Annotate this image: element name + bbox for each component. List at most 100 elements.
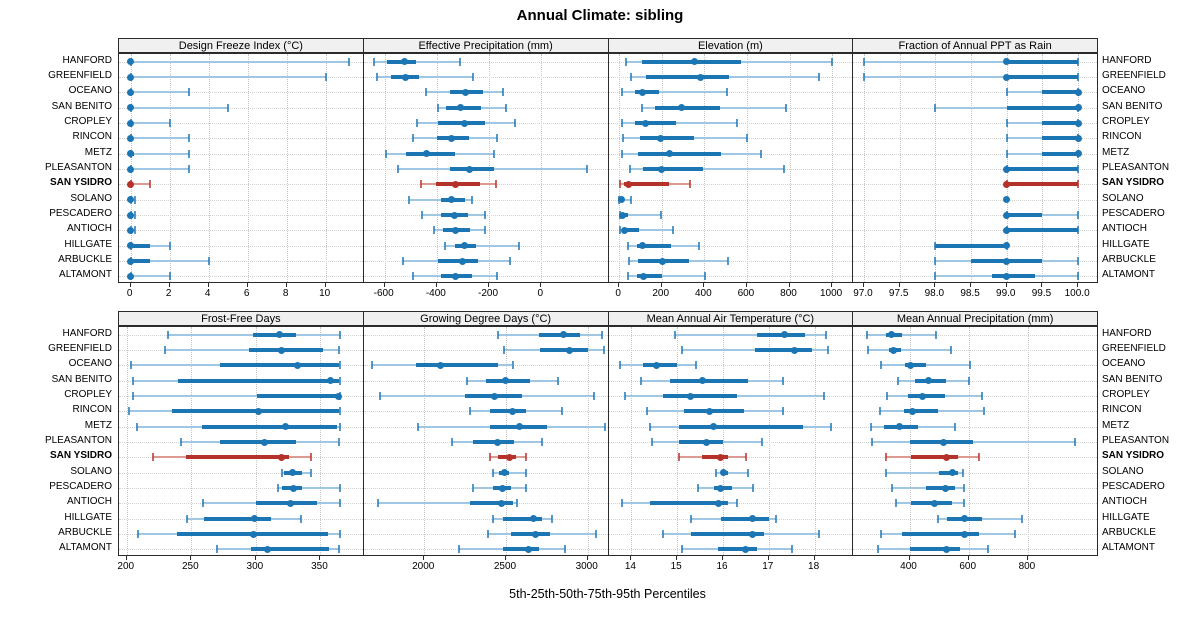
interquartile-bar-GREENFIELD bbox=[1006, 75, 1079, 79]
station-label-left-GREENFIELD: GREENFIELD bbox=[48, 343, 112, 354]
whisker-cap-high-PESCADERO bbox=[1077, 211, 1080, 219]
percentile-whisker-GREENFIELD bbox=[868, 349, 951, 351]
axis-tick bbox=[967, 556, 969, 560]
median-dot-PESCADERO bbox=[289, 484, 297, 492]
horizontal-gridline bbox=[853, 153, 1097, 155]
median-dot-RINCON bbox=[447, 134, 455, 142]
horizontal-gridline bbox=[363, 77, 608, 78]
whisker-cap-low-OCEANO bbox=[880, 361, 883, 370]
whisker-cap-low-CROPLEY bbox=[621, 119, 624, 127]
percentile-whisker-SOLANO bbox=[492, 471, 526, 474]
whisker-cap-low-ANTIOCH bbox=[433, 226, 436, 235]
station-label-right-HANFORD: HANFORD bbox=[1102, 54, 1152, 66]
axis-tick-label: 10 bbox=[319, 288, 331, 299]
interquartile-bar-SAN YSIDRO bbox=[186, 455, 290, 460]
whisker-cap-low-SAN BENITO bbox=[465, 376, 468, 385]
whisker-cap-low-SAN YSIDRO bbox=[488, 453, 491, 462]
whisker-cap-low-HANFORD bbox=[624, 57, 627, 66]
axis-tick bbox=[125, 556, 127, 560]
axis-tick-label: 600 bbox=[959, 561, 977, 572]
whisker-cap-high-PLEASANTON bbox=[540, 438, 543, 446]
median-dot-CROPLEY bbox=[919, 392, 927, 400]
whisker-cap-high-ANTIOCH bbox=[672, 226, 675, 235]
whisker-cap-low-CROPLEY bbox=[379, 392, 382, 400]
whisker-cap-high-HANFORD bbox=[348, 57, 351, 66]
percentile-whisker-SAN BENITO bbox=[130, 106, 229, 109]
interquartile-bar-ALTAMONT bbox=[718, 547, 758, 552]
axis-tick bbox=[1041, 283, 1043, 287]
median-dot-SAN BENITO bbox=[1074, 104, 1082, 112]
horizontal-gridline bbox=[608, 261, 853, 262]
whisker-cap-high-GREENFIELD bbox=[949, 346, 952, 354]
whisker-cap-high-METZ bbox=[338, 422, 341, 431]
whisker-cap-high-ALTAMONT bbox=[168, 272, 171, 281]
axis-tick-label: -400 bbox=[425, 288, 446, 299]
vertical-gridline bbox=[587, 327, 589, 555]
whisker-cap-low-ARBUCKLE bbox=[401, 257, 404, 265]
whisker-cap-low-RINCON bbox=[646, 407, 649, 416]
panel-2 bbox=[607, 53, 854, 283]
whisker-cap-high-METZ bbox=[829, 422, 832, 431]
whisker-cap-high-HANFORD bbox=[935, 330, 938, 339]
station-label-right-SAN YSIDRO: SAN YSIDRO bbox=[1102, 450, 1165, 462]
axis-tick-label: 98.5 bbox=[960, 288, 980, 299]
panel-strip-header: Growing Degree Days (°C) bbox=[362, 311, 609, 326]
median-dot-PLEASANTON bbox=[261, 438, 269, 446]
whisker-cap-low-OCEANO bbox=[370, 361, 373, 370]
median-dot-HILLGATE bbox=[960, 515, 968, 523]
horizontal-gridline bbox=[853, 350, 1097, 351]
interquartile-bar-GREENFIELD bbox=[249, 348, 323, 352]
whisker-cap-high-SAN YSIDRO bbox=[310, 453, 313, 462]
median-dot-SOLANO bbox=[948, 469, 956, 477]
median-dot-PESCADERO bbox=[618, 211, 626, 219]
percentile-whisker-GREENFIELD bbox=[130, 76, 326, 78]
axis-tick-label: 350 bbox=[311, 561, 328, 572]
whisker-cap-low-METZ bbox=[384, 149, 387, 158]
median-dot-HANFORD bbox=[400, 58, 408, 66]
horizontal-gridline bbox=[119, 169, 363, 170]
interquartile-bar-SAN YSIDRO bbox=[702, 455, 728, 460]
median-dot-ARBUCKLE bbox=[127, 257, 135, 265]
median-dot-HILLGATE bbox=[1003, 242, 1011, 250]
interquartile-bar-HILLGATE bbox=[502, 516, 542, 521]
median-dot-ALTAMONT bbox=[943, 545, 950, 553]
horizontal-gridline bbox=[853, 123, 1097, 124]
whisker-cap-low-RINCON bbox=[878, 407, 881, 416]
whisker-cap-low-METZ bbox=[870, 422, 872, 431]
horizontal-gridline bbox=[119, 215, 363, 216]
whisker-cap-low-SAN BENITO bbox=[934, 103, 937, 112]
station-label-right-PLEASANTON: PLEASANTON bbox=[1102, 435, 1170, 446]
chart-title: Annual Climate: sibling bbox=[516, 7, 684, 24]
axis-tick-label: 200 bbox=[652, 288, 670, 299]
vertical-gridline bbox=[619, 54, 621, 282]
station-label-right-SAN BENITO: SAN BENITO bbox=[1102, 373, 1163, 385]
median-dot-RINCON bbox=[657, 134, 665, 142]
interquartile-bar-ARBUCKLE bbox=[130, 259, 151, 263]
whisker-cap-high-SOLANO bbox=[133, 195, 136, 204]
whisker-cap-low-ALTAMONT bbox=[457, 545, 460, 554]
horizontal-gridline bbox=[853, 365, 1097, 367]
axis-tick bbox=[207, 283, 209, 287]
median-dot-RINCON bbox=[908, 407, 916, 415]
axis-tick-label: 600 bbox=[737, 288, 755, 299]
axis-tick-label: 2500 bbox=[493, 561, 517, 572]
whisker-cap-high-HILLGATE bbox=[698, 241, 700, 250]
whisker-cap-low-OCEANO bbox=[425, 88, 428, 97]
axis-tick-label: 18 bbox=[808, 561, 820, 572]
station-label-right-HILLGATE: HILLGATE bbox=[1102, 511, 1150, 523]
whisker-cap-low-CROPLEY bbox=[132, 392, 135, 400]
median-dot-SAN BENITO bbox=[678, 104, 686, 112]
median-dot-METZ bbox=[282, 423, 290, 431]
station-label-right-GREENFIELD: GREENFIELD bbox=[1102, 70, 1166, 81]
whisker-cap-low-HANFORD bbox=[862, 57, 865, 66]
axis-tick bbox=[285, 283, 287, 287]
whisker-cap-low-CROPLEY bbox=[1005, 119, 1008, 127]
station-label-left-SAN YSIDRO: SAN YSIDRO bbox=[49, 177, 112, 189]
whisker-cap-high-HILLGATE bbox=[168, 241, 171, 250]
horizontal-gridline bbox=[853, 230, 1097, 232]
median-dot-RINCON bbox=[509, 407, 516, 415]
horizontal-gridline bbox=[853, 184, 1097, 186]
whisker-cap-high-SAN BENITO bbox=[785, 103, 788, 112]
median-dot-ARBUCKLE bbox=[458, 257, 466, 265]
horizontal-gridline bbox=[363, 350, 608, 351]
